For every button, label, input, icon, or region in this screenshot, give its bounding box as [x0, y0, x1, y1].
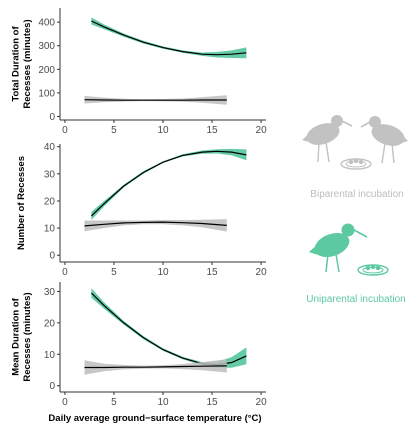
x-axis-title: Daily average ground−surface temperature… — [48, 413, 261, 424]
panel-mean-duration: 0 10 20 30 0 5 10 15 20 Mean Duration of Recesses … — [10, 282, 267, 408]
x-tick-label: 10 — [157, 397, 169, 408]
y-axis-title: Number of Recesses — [16, 156, 27, 250]
uniparental-fit-line — [91, 20, 247, 56]
x-tick-label: 0 — [62, 397, 68, 408]
x-tick-label: 20 — [256, 125, 268, 136]
biparental-fit-line — [84, 365, 227, 369]
x-tick-label: 15 — [206, 267, 218, 278]
y-axis-title: Recesses (minutes) — [22, 292, 33, 381]
y-tick-label: 40 — [44, 142, 56, 153]
uniparental-fit-line — [90, 150, 247, 217]
y-tick-label: 300 — [38, 41, 55, 52]
x-tick-label: 10 — [157, 125, 169, 136]
uniparental-label: Uniparental incubation — [306, 294, 406, 305]
uniparental-confidence-band — [91, 288, 247, 368]
x-tick-label: 20 — [256, 267, 268, 278]
y-tick-label: 20 — [44, 196, 56, 207]
y-tick-label: 100 — [38, 88, 55, 99]
x-tick-label: 5 — [111, 397, 117, 408]
y-tick-label: 30 — [44, 287, 56, 298]
biparental-legend: Biparental incubation — [302, 115, 408, 200]
y-tick-label: 400 — [38, 18, 55, 29]
x-tick-label: 20 — [256, 397, 268, 408]
biparental-label: Biparental incubation — [310, 189, 403, 200]
x-tick-label: 15 — [206, 397, 218, 408]
y-tick-label: 20 — [44, 318, 56, 329]
uniparental-legend: Uniparental incubation — [306, 223, 406, 305]
y-tick-label: 0 — [49, 381, 55, 392]
y-axis-title: Total Duration of — [10, 26, 21, 102]
panel-number-of-recesses: 0 10 20 30 40 0 5 10 15 20 Number of Recesses — [16, 142, 267, 278]
x-tick-label: 0 — [62, 267, 68, 278]
x-tick-label: 5 — [111, 267, 117, 278]
one-bird-with-nest-icon — [309, 223, 389, 276]
y-tick-label: 0 — [49, 251, 55, 262]
x-tick-label: 15 — [206, 125, 218, 136]
y-tick-label: 0 — [49, 112, 55, 123]
y-tick-label: 10 — [44, 224, 56, 235]
uniparental-fit-line — [90, 292, 247, 366]
x-tick-label: 10 — [157, 267, 169, 278]
panel-total-duration: 0 100 200 300 400 0 5 10 15 20 Total Duration of Re… — [10, 8, 267, 136]
uniparental-confidence-band — [91, 17, 247, 59]
y-tick-label: 200 — [38, 65, 55, 76]
y-tick-label: 10 — [44, 350, 56, 361]
x-tick-label: 0 — [62, 125, 68, 136]
y-axis-title: Mean Duration of — [10, 297, 21, 375]
biparental-confidence-band — [84, 219, 227, 232]
y-tick-label: 30 — [44, 169, 56, 180]
two-birds-with-nest-icon — [302, 115, 408, 170]
y-axis-title: Recesses (minutes) — [22, 19, 33, 108]
biparental-fit-line — [84, 221, 227, 227]
biparental-fit-line — [84, 99, 227, 101]
x-tick-label: 5 — [111, 125, 117, 136]
